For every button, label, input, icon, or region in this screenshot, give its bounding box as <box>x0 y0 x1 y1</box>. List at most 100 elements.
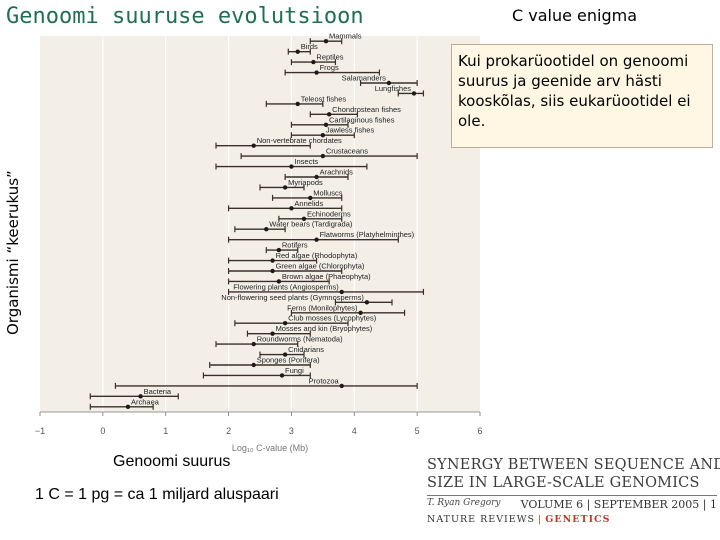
mean-point <box>282 321 288 326</box>
row-label: Rotifers <box>282 241 308 250</box>
mean-point <box>320 153 326 159</box>
mean-point <box>251 362 256 368</box>
row-label: Arachnids <box>320 168 354 177</box>
mean-point <box>326 112 332 117</box>
row-label: Echinoderms <box>307 209 351 218</box>
publication-page: 1 <box>710 498 717 511</box>
row-label: Frogs <box>320 63 339 72</box>
x-axis-caption: Genoomi suurus <box>113 453 231 470</box>
row-label: Cnidarians <box>288 345 324 354</box>
row-label: Lungfishes <box>375 84 412 93</box>
row-label: Non-vertebrate chordates <box>257 136 342 145</box>
row-label: Cartilaginous fishes <box>329 115 395 124</box>
row-label: Bacteria <box>144 387 172 396</box>
row-label: Non-flowering seed plants (Gymnosperms) <box>221 293 364 302</box>
row-label: Ferns (Monilophytes) <box>287 303 358 312</box>
mean-point <box>251 341 256 347</box>
row-label: Insects <box>294 157 318 166</box>
row-label: Fungi <box>285 366 304 375</box>
row-label: Mosses and kin (Bryophytes) <box>276 324 373 333</box>
mean-point <box>386 80 392 86</box>
journal-separator: | <box>538 514 543 525</box>
mean-point <box>320 133 326 138</box>
mean-point <box>323 39 329 44</box>
mean-point <box>323 122 329 127</box>
publication-issue: VOLUME 6 | SEPTEMBER 2005 | 1 <box>521 498 717 511</box>
row-label: Birds <box>301 42 318 51</box>
publication-issue-text: VOLUME 6 | SEPTEMBER 2005 | <box>520 498 707 511</box>
mean-point <box>295 49 300 54</box>
mean-point <box>251 143 256 148</box>
row-label: Sponges (Porifera) <box>257 356 320 365</box>
row-label: Salamanders <box>342 74 386 83</box>
mean-point <box>282 352 288 357</box>
x-tick-label: 3 <box>289 426 294 436</box>
row-label: Protozoa <box>309 376 340 385</box>
row-label: Annelids <box>294 199 323 208</box>
mean-point <box>282 185 288 190</box>
mean-point <box>279 373 285 378</box>
mean-point <box>339 289 344 295</box>
c-value-definition: 1 C = 1 pg = ca 1 miljard aluspaari <box>35 486 279 503</box>
mean-point <box>289 206 294 211</box>
row-label: Flatworms (Platyhelminthes) <box>320 230 415 239</box>
row-label: Archaea <box>131 397 160 406</box>
corner-title: C value enigma <box>512 6 638 25</box>
plot-background <box>40 36 480 412</box>
row-label: Jawless fishes <box>326 126 375 135</box>
explanation-note: Kui prokarüootidel on genoomi suurus ja … <box>451 44 713 148</box>
row-label: Reptiles <box>316 53 343 62</box>
publication-citation: SYNERGY BETWEEN SEQUENCE AND SIZE IN LAR… <box>427 456 720 540</box>
x-tick-label: 2 <box>226 426 231 436</box>
journal-name: NATURE REVIEWS | GENETICS <box>427 514 717 525</box>
x-axis-label: Log₁₀ C-value (Mb) <box>232 443 308 453</box>
row-label: Mammals <box>329 32 362 41</box>
mean-point <box>295 101 300 107</box>
mean-point <box>339 383 344 389</box>
journal-section: GENETICS <box>545 514 611 525</box>
mean-point <box>270 258 275 263</box>
mean-point <box>264 227 269 232</box>
x-tick-label: 1 <box>163 426 168 436</box>
mean-point <box>270 331 275 336</box>
row-label: Flowering plants (Angiosperms) <box>233 282 339 291</box>
row-label: Green algae (Chlorophyta) <box>276 262 365 271</box>
mean-point <box>301 216 307 221</box>
mean-point <box>270 268 275 274</box>
x-tick-label: −1 <box>35 426 45 436</box>
x-tick-label: 6 <box>477 426 482 436</box>
mean-point <box>125 404 131 409</box>
mean-point <box>311 59 316 65</box>
journal-title: NATURE REVIEWS <box>427 514 536 525</box>
mean-point <box>289 164 294 169</box>
mean-point <box>358 310 363 315</box>
slide-title: Genoomi suuruse evolutsioon <box>6 4 364 29</box>
publication-divider <box>427 495 717 496</box>
mean-point <box>314 237 319 242</box>
x-tick-label: 0 <box>100 426 105 436</box>
row-label: Crustaceans <box>326 147 368 156</box>
row-label: Teleost fishes <box>301 94 347 103</box>
mean-point <box>276 247 282 253</box>
mean-point <box>314 70 319 75</box>
row-label: Red algae (Rhodophyta) <box>276 251 358 260</box>
row-label: Brown algae (Phaeophyta) <box>282 272 371 281</box>
row-label: Myriapods <box>288 178 323 187</box>
row-label: Chondrostean fishes <box>332 105 401 114</box>
mean-point <box>138 394 143 399</box>
mean-point <box>314 174 319 180</box>
row-label: Club mosses (Lycophytes) <box>288 314 377 323</box>
x-tick-label: 4 <box>352 426 357 436</box>
publication-headline-2: SIZE IN LARGE-SCALE GENOMICS <box>427 475 700 491</box>
row-label: Water bears (Tardigrada) <box>269 220 353 229</box>
mean-point <box>276 279 282 284</box>
row-label: Roundworms (Nematoda) <box>257 335 343 344</box>
mean-point <box>411 91 417 96</box>
publication-author: T. Ryan Gregory <box>427 498 501 508</box>
mean-point <box>308 195 313 201</box>
x-tick-label: 5 <box>415 426 420 436</box>
row-label: Molluscs <box>313 188 342 197</box>
publication-headline-1: SYNERGY BETWEEN SEQUENCE AND <box>427 457 720 473</box>
mean-point <box>364 300 370 305</box>
